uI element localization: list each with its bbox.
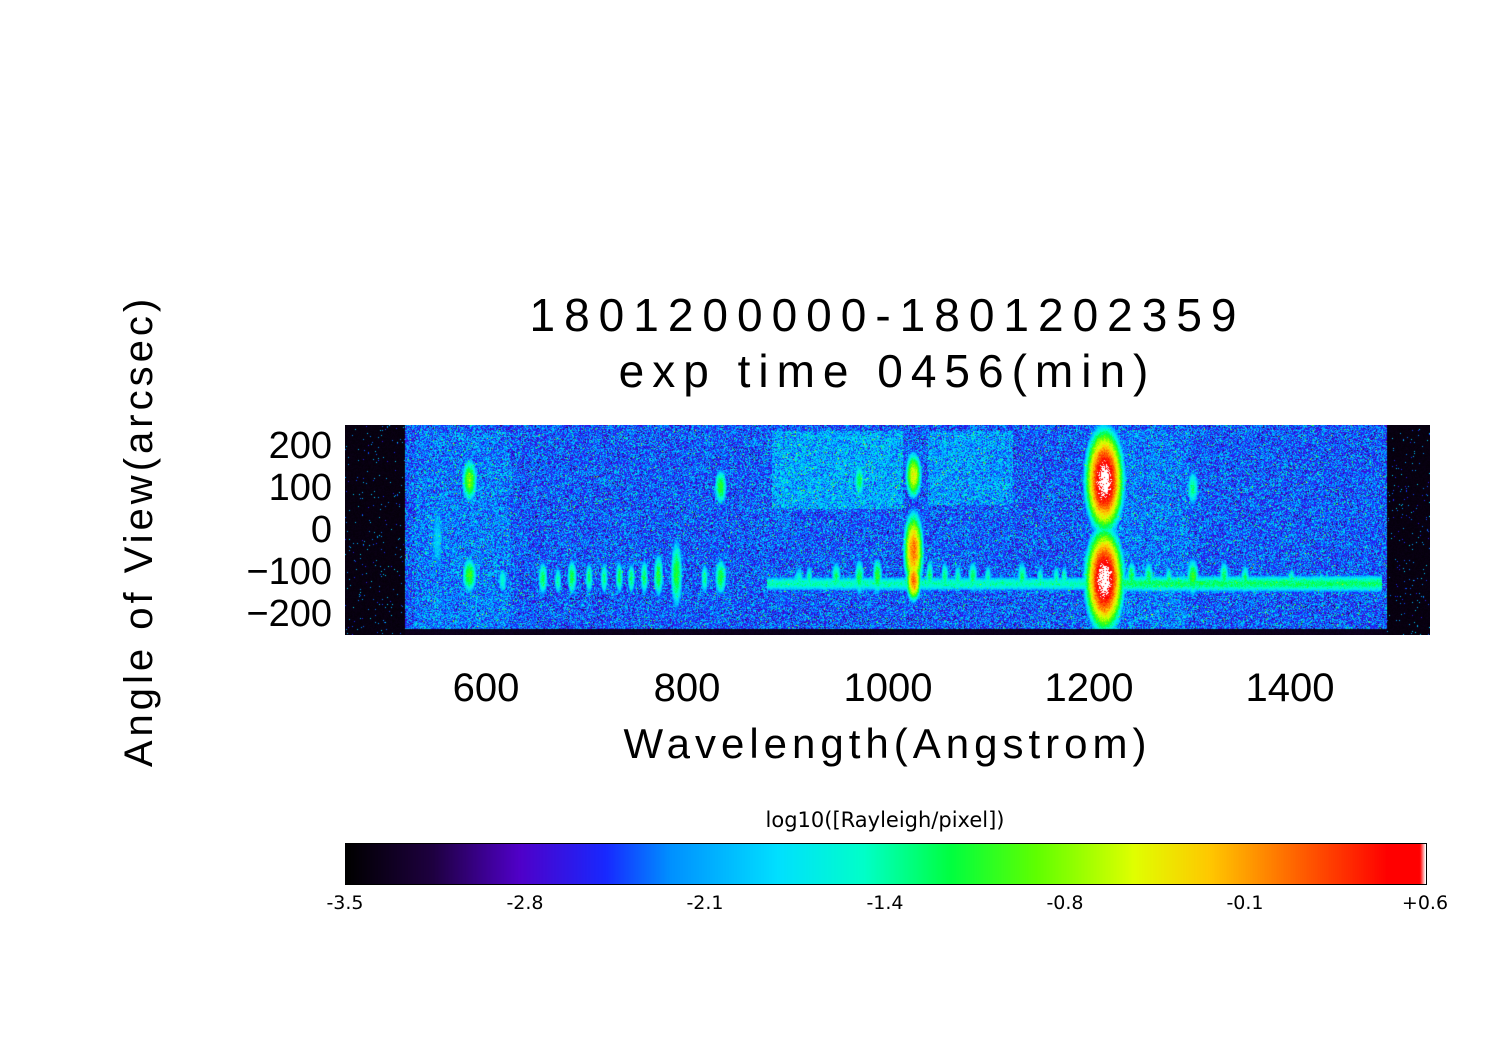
colorbar-tick-label: -2.1	[660, 892, 750, 914]
y-tick-label: −100	[212, 551, 332, 594]
colorbar-tick-label: -1.4	[840, 892, 930, 914]
figure-page: 1801200000-1801202359 exp time 0456(min)…	[0, 0, 1497, 1058]
colorbar-tick-label: -2.8	[480, 892, 570, 914]
plot-title: 1801200000-1801202359	[245, 288, 1497, 342]
x-tick-label: 1200	[1009, 666, 1169, 711]
y-tick-label: 100	[212, 467, 332, 510]
colorbar-tick-label: -0.1	[1200, 892, 1290, 914]
colorbar	[345, 843, 1427, 885]
x-axis-label: Wavelength(Angstrom)	[345, 720, 1430, 768]
y-tick-label: −200	[212, 593, 332, 636]
y-tick-label: 0	[212, 509, 332, 552]
colorbar-title: log10([Rayleigh/pixel])	[345, 808, 1425, 832]
x-tick-label: 1400	[1210, 666, 1370, 711]
x-tick-label: 800	[607, 666, 767, 711]
y-axis-label: Angle of View(arcsec)	[117, 271, 163, 791]
plot-subtitle: exp time 0456(min)	[245, 344, 1497, 398]
colorbar-tick-label: -0.8	[1020, 892, 1110, 914]
colorbar-tick-label: +0.6	[1380, 892, 1470, 914]
y-tick-label: 200	[212, 425, 332, 468]
x-tick-label: 1000	[808, 666, 968, 711]
x-tick-label: 600	[406, 666, 566, 711]
spectrum-heatmap	[345, 425, 1430, 635]
colorbar-tick-label: -3.5	[300, 892, 390, 914]
